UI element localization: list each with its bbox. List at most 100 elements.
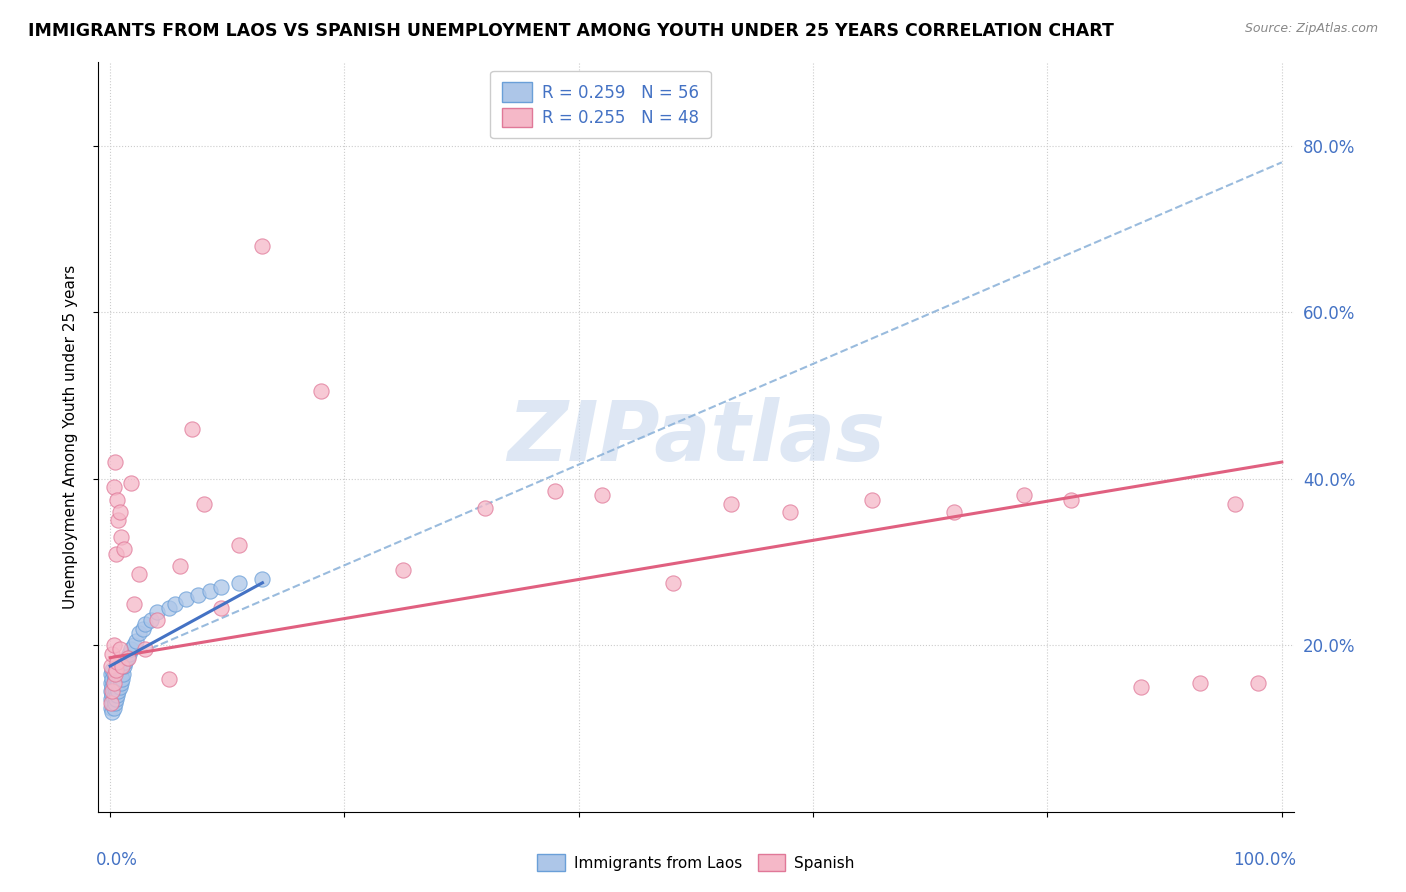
Point — [108, 680, 131, 694]
Point — [108, 642, 131, 657]
Point — [103, 692, 125, 706]
Point — [120, 475, 142, 490]
Point — [1247, 675, 1270, 690]
Point — [181, 422, 204, 436]
Point — [100, 684, 122, 698]
Point — [104, 680, 127, 694]
Point — [101, 663, 124, 677]
Point — [211, 580, 233, 594]
Point — [128, 625, 150, 640]
Text: ZIPatlas: ZIPatlas — [508, 397, 884, 477]
Point — [103, 675, 125, 690]
Point — [100, 697, 122, 711]
Point — [1223, 497, 1246, 511]
Point — [132, 622, 155, 636]
Point — [661, 575, 683, 590]
Point — [111, 672, 134, 686]
Point — [100, 692, 122, 706]
Point — [111, 659, 134, 673]
Y-axis label: Unemployment Among Youth under 25 years: Unemployment Among Youth under 25 years — [63, 265, 77, 609]
Point — [942, 505, 965, 519]
Point — [105, 655, 128, 669]
Point — [104, 667, 127, 681]
Point — [105, 692, 128, 706]
Point — [105, 672, 128, 686]
Text: 100.0%: 100.0% — [1233, 851, 1296, 869]
Point — [120, 642, 142, 657]
Point — [114, 655, 136, 669]
Point — [474, 500, 496, 515]
Point — [125, 634, 148, 648]
Point — [157, 672, 180, 686]
Point — [107, 513, 129, 527]
Point — [104, 672, 127, 686]
Point — [122, 638, 145, 652]
Point — [122, 597, 145, 611]
Point — [1188, 675, 1211, 690]
Point — [105, 492, 128, 507]
Point — [105, 547, 128, 561]
Point — [169, 559, 191, 574]
Point — [100, 675, 122, 690]
Point — [110, 667, 132, 681]
Point — [101, 684, 124, 698]
Point — [100, 700, 122, 714]
Point — [105, 675, 128, 690]
Point — [105, 680, 128, 694]
Point — [193, 497, 215, 511]
Point — [107, 675, 129, 690]
Point — [228, 575, 250, 590]
Point — [174, 592, 197, 607]
Point — [101, 672, 124, 686]
Point — [117, 650, 139, 665]
Point — [101, 680, 124, 694]
Point — [101, 647, 124, 661]
Point — [252, 238, 274, 252]
Point — [103, 480, 125, 494]
Point — [309, 384, 332, 399]
Point — [112, 659, 135, 673]
Point — [105, 684, 128, 698]
Point — [105, 663, 128, 677]
Point — [128, 567, 150, 582]
Point — [544, 484, 567, 499]
Point — [107, 684, 129, 698]
Point — [157, 600, 180, 615]
Point — [134, 617, 156, 632]
Point — [146, 613, 169, 627]
Point — [100, 659, 122, 673]
Point — [1060, 492, 1083, 507]
Point — [112, 542, 135, 557]
Point — [104, 688, 127, 702]
Point — [103, 638, 125, 652]
Point — [107, 667, 129, 681]
Point — [187, 588, 209, 602]
Point — [103, 684, 125, 698]
Point — [591, 488, 613, 502]
Point — [720, 497, 742, 511]
Point — [860, 492, 883, 507]
Legend: Immigrants from Laos, Spanish: Immigrants from Laos, Spanish — [530, 847, 862, 879]
Text: IMMIGRANTS FROM LAOS VS SPANISH UNEMPLOYMENT AMONG YOUTH UNDER 25 YEARS CORRELAT: IMMIGRANTS FROM LAOS VS SPANISH UNEMPLOY… — [28, 22, 1114, 40]
Point — [252, 572, 274, 586]
Point — [141, 613, 163, 627]
Point — [134, 642, 156, 657]
Point — [110, 675, 132, 690]
Point — [104, 455, 127, 469]
Point — [108, 505, 131, 519]
Text: Source: ZipAtlas.com: Source: ZipAtlas.com — [1244, 22, 1378, 36]
Point — [101, 705, 124, 719]
Point — [100, 667, 122, 681]
Point — [198, 584, 221, 599]
Text: 0.0%: 0.0% — [96, 851, 138, 869]
Point — [118, 647, 141, 661]
Point — [211, 600, 233, 615]
Point — [104, 697, 127, 711]
Point — [163, 597, 186, 611]
Point — [779, 505, 801, 519]
Point — [115, 650, 138, 665]
Point — [103, 700, 125, 714]
Point — [108, 672, 131, 686]
Point — [105, 688, 128, 702]
Point — [110, 530, 132, 544]
